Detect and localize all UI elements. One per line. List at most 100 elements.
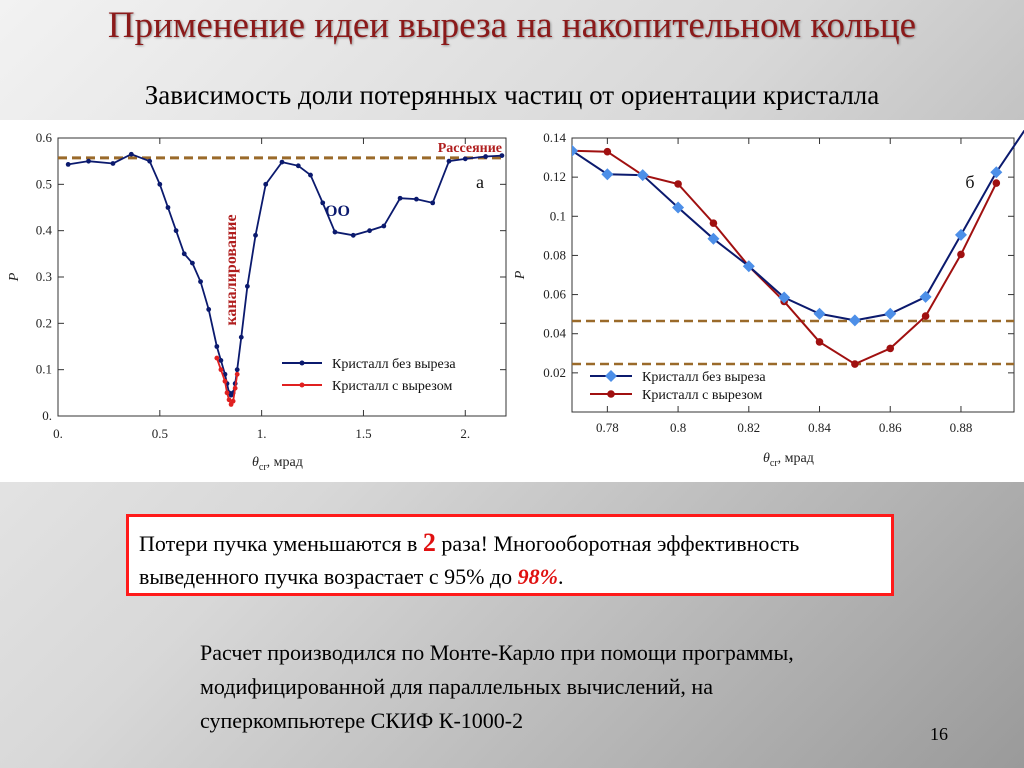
result-text-part1: Потери пучка уменьшаются в [139,531,423,556]
data-point-with-cut [214,355,220,361]
slide-subtitle: Зависимость доли потерянных частиц от ор… [144,80,880,110]
channeling-label: каналирование [223,214,240,325]
data-point-no-cut [462,156,468,162]
data-point-with-cut [815,338,824,346]
data-point-no-cut [397,195,403,201]
data-point-no-cut [320,200,326,206]
result-highlight-factor: 2 [422,528,436,557]
data-point-no-cut [128,151,134,157]
plot-frame [571,137,1015,413]
legend-marker-no-cut [299,360,305,366]
plot-frame [57,137,507,417]
x-tick-label: 0.82 [737,420,760,435]
data-point-no-cut [672,201,685,214]
series-line-with-cut [572,149,998,366]
result-highlight-efficiency: 98% [517,564,558,589]
data-point-no-cut [848,314,861,327]
data-point-no-cut [65,162,71,167]
calculation-note: Расчет производился по Монте-Карло при п… [200,640,794,733]
x-tick-label: 1. [257,426,267,441]
data-point-with-cut [851,360,859,368]
x-tick-label: 0.78 [596,420,619,435]
y-tick-label: 0.6 [36,130,53,145]
data-point-no-cut [181,251,187,257]
data-point-no-cut [279,159,285,165]
y-tick-label: 0.3 [36,269,52,284]
panel-label: а [476,172,484,192]
data-point-no-cut [990,166,1003,179]
y-tick-label: 0.04 [543,326,566,341]
data-point-with-cut [232,385,238,391]
data-point-no-cut [173,228,179,234]
y-tick-label: 0.1 [36,362,52,377]
data-point-no-cut [919,290,932,303]
x-tick-label: 0.5 [152,426,168,441]
result-text-part2: раза! Многооборотная эффективность вывед… [139,531,800,589]
legend-marker-with-cut [607,390,615,398]
data-point-with-cut [674,180,682,188]
result-text-part3: . [557,564,564,589]
legend-marker-no-cut [605,370,617,382]
data-point-no-cut [238,334,244,340]
y-tick-label: 0.12 [543,169,566,184]
data-point-no-cut [218,358,224,363]
y-tick-label: 0.5 [36,176,52,191]
data-point-no-cut [742,260,755,273]
data-point-with-cut [603,147,612,156]
legend-label-no-cut: Кристалл без выреза [332,357,456,372]
data-point-with-cut [224,390,230,396]
data-point-no-cut [636,169,649,182]
data-point-no-cut [263,181,269,187]
y-tick-label: 0. [42,408,52,423]
plot-area [572,130,1024,368]
data-point-with-cut [222,378,228,384]
data-point-with-cut [226,397,232,403]
oo-label: ОО [325,203,350,220]
data-point-no-cut [350,232,356,238]
data-point-with-cut [886,344,895,353]
result-box: Потери пучка уменьшаются в 2 раза! Много… [126,514,894,596]
data-point-no-cut [414,196,419,202]
data-point-no-cut [367,228,372,234]
x-axis-title: θcr, мрад [252,455,303,473]
x-tick-label: 0.8 [670,420,686,435]
y-tick-label: 0.02 [543,365,566,380]
data-point-no-cut [206,307,212,312]
data-point-no-cut [308,172,313,178]
data-point-no-cut [332,229,338,235]
y-tick-label: 0.1 [550,208,566,223]
data-point-with-cut [234,371,240,377]
data-point-no-cut [601,168,614,181]
data-point-with-cut [992,179,1001,187]
data-point-with-cut [921,312,930,320]
data-point-no-cut [499,153,505,159]
data-point-with-cut [230,398,236,404]
x-tick-label: 0.88 [950,420,973,435]
scattering-label: Рассеяние [438,141,502,156]
y-tick-label: 0.4 [36,223,53,238]
data-point-no-cut [483,154,489,159]
data-point-with-cut [957,250,965,259]
page-number: 16 [930,724,948,744]
x-tick-label: 1.5 [355,426,371,441]
data-point-no-cut [707,232,720,245]
legend-label-with-cut: Кристалл с вырезом [642,388,762,403]
data-point-no-cut [446,158,452,164]
slide-title: Применение идеи выреза на накопительном … [107,5,917,46]
data-point-no-cut [244,283,250,289]
data-point-no-cut [165,205,171,210]
data-point-no-cut [86,158,91,164]
data-point-with-cut [218,367,224,373]
x-tick-label: 0.86 [879,420,902,435]
data-point-no-cut [430,200,436,206]
data-point-no-cut [813,307,826,320]
data-point-no-cut [778,291,791,304]
data-point-no-cut [157,181,163,187]
panel-label: б [965,172,974,192]
data-point-no-cut [572,144,578,157]
y-tick-label: 0.08 [543,247,566,262]
x-tick-label: 2. [460,426,470,441]
series-line-no-cut [572,130,1024,322]
